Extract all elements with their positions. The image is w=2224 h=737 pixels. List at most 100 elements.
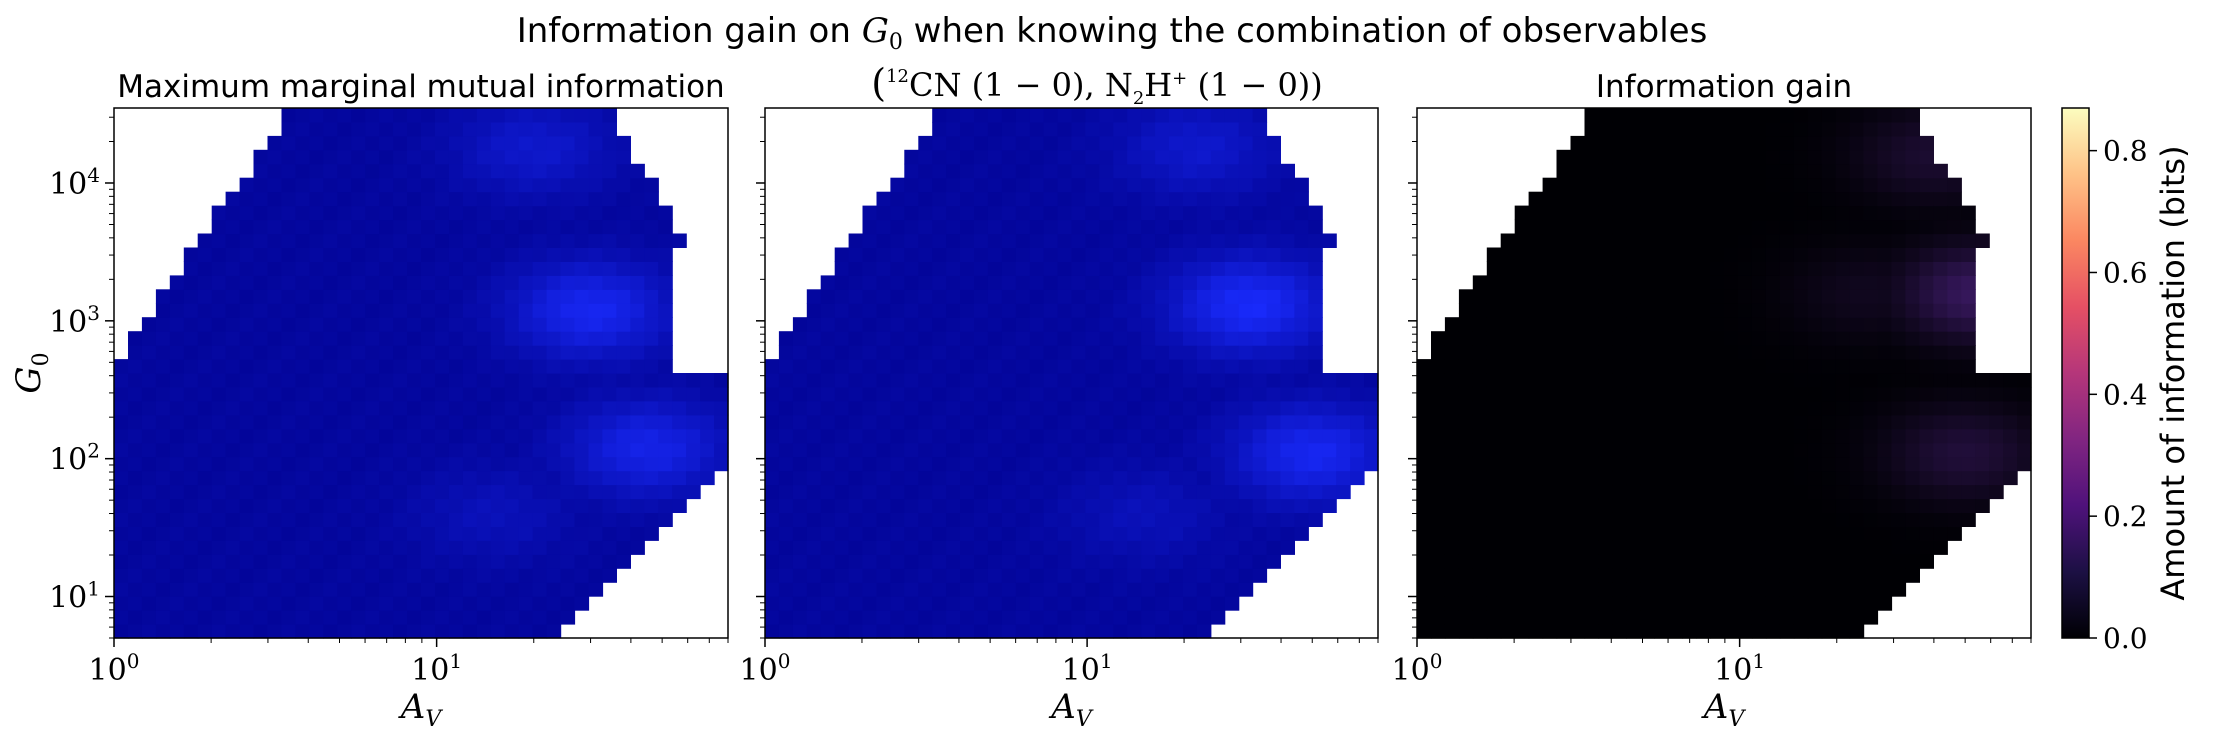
heatmap-cell	[1127, 442, 1142, 458]
heatmap-cell	[1947, 484, 1962, 500]
heatmap-cell	[379, 484, 394, 500]
heatmap-cell	[421, 303, 436, 318]
heatmap-cell	[197, 345, 213, 360]
heatmap-cell	[1542, 177, 1558, 193]
heatmap-cell	[1472, 386, 1488, 402]
heatmap-cell	[1472, 498, 1488, 513]
heatmap-cell	[1738, 596, 1753, 611]
heatmap-cell	[1849, 554, 1865, 569]
heatmap-cell	[1528, 498, 1544, 513]
heatmap-cell	[476, 554, 492, 569]
heatmap-cell	[2003, 400, 2018, 416]
heatmap-cell	[1224, 484, 1240, 500]
heatmap-cell	[1514, 331, 1530, 346]
heatmap-cell	[1640, 317, 1655, 332]
heatmap-cell	[1863, 163, 1879, 179]
heatmap-cell	[616, 317, 631, 332]
heatmap-cell	[225, 624, 241, 639]
heatmap-cell	[974, 484, 989, 500]
heatmap-cell	[1057, 540, 1073, 555]
heatmap-cell	[225, 359, 241, 374]
heatmap-cell	[848, 512, 864, 527]
heatmap-cell	[792, 484, 808, 500]
heatmap-cell	[574, 317, 590, 332]
heatmap-cell	[532, 373, 548, 388]
heatmap-cell	[1751, 261, 1767, 276]
heatmap-cell	[876, 512, 891, 527]
heatmap-cell	[602, 303, 617, 318]
heatmap-cell	[1598, 512, 1613, 527]
heatmap-cell	[1779, 247, 1795, 262]
heatmap-cell	[421, 442, 436, 458]
heatmap-cell	[518, 610, 534, 625]
heatmap-cell	[1779, 498, 1795, 513]
heatmap-cell	[1598, 568, 1613, 583]
heatmap-cell	[1738, 275, 1753, 290]
heatmap-cell	[946, 163, 961, 179]
heatmap-cell	[1612, 470, 1627, 486]
heatmap-cell	[1542, 400, 1558, 416]
heatmap-cell	[778, 540, 794, 555]
heatmap-cell	[1835, 205, 1851, 221]
heatmap-cell	[1807, 219, 1823, 235]
heatmap-cell	[1057, 345, 1073, 360]
heatmap-cell	[1057, 275, 1073, 290]
heatmap-cell	[281, 414, 297, 430]
heatmap-cell	[1196, 568, 1212, 583]
heatmap-cell	[1196, 596, 1212, 611]
heatmap-cell	[169, 373, 185, 388]
heatmap-cell	[1238, 275, 1254, 290]
heatmap-cell	[1905, 149, 1920, 165]
heatmap-cell	[490, 275, 506, 290]
heatmap-cell	[1029, 219, 1045, 235]
heatmap-cell	[211, 498, 227, 513]
heatmap-cell	[183, 526, 199, 541]
heatmap-cell	[574, 414, 590, 430]
heatmap-cell	[267, 554, 283, 569]
heatmap-cell	[435, 345, 450, 360]
heatmap-cell	[155, 414, 171, 430]
heatmap-cell	[281, 470, 297, 486]
heatmap-cell	[1057, 177, 1073, 193]
heatmap-cell	[1724, 428, 1739, 444]
heatmap-cell	[644, 289, 659, 304]
colorbar-tick-label: 0.2	[2103, 500, 2148, 533]
heatmap-cell	[1155, 261, 1170, 276]
heatmap-cell	[211, 303, 227, 318]
heatmap-cell	[1612, 414, 1627, 430]
heatmap-cell	[1029, 191, 1045, 207]
heatmap-cell	[1668, 554, 1683, 569]
heatmap-cell	[1127, 261, 1142, 276]
heatmap-cell	[253, 275, 269, 290]
heatmap-cell	[658, 247, 673, 262]
heatmap-cell	[421, 428, 436, 444]
heatmap-cell	[435, 121, 450, 137]
heatmap-cell	[792, 373, 808, 388]
heatmap-cell	[365, 135, 380, 151]
heatmap-cell	[518, 414, 534, 430]
heatmap-cell	[1961, 386, 1976, 402]
heatmap-cell	[323, 414, 338, 430]
heatmap-cell	[504, 442, 520, 458]
heatmap-cell	[1710, 414, 1725, 430]
heatmap-cell	[1141, 275, 1156, 290]
heatmap-cell	[820, 331, 836, 346]
heatmap-cell	[1905, 219, 1920, 235]
heatmap-cell	[1710, 373, 1725, 388]
heatmap-cell	[211, 624, 227, 639]
heatmap-cell	[1584, 442, 1600, 458]
heatmap-cell	[393, 484, 408, 500]
heatmap-cell	[1793, 512, 1809, 527]
heatmap-cell	[1933, 386, 1948, 402]
heatmap-cell	[1640, 261, 1655, 276]
heatmap-cell	[700, 456, 715, 472]
heatmap-cell	[1113, 359, 1128, 374]
heatmap-cell	[1584, 582, 1600, 597]
heatmap-cell	[197, 484, 213, 500]
heatmap-cell	[239, 596, 255, 611]
heatmap-cell	[630, 470, 645, 486]
heatmap-cell	[518, 568, 534, 583]
heatmap-cell	[1835, 191, 1851, 207]
heatmap-cell	[890, 219, 905, 235]
heatmap-cell	[504, 373, 520, 388]
